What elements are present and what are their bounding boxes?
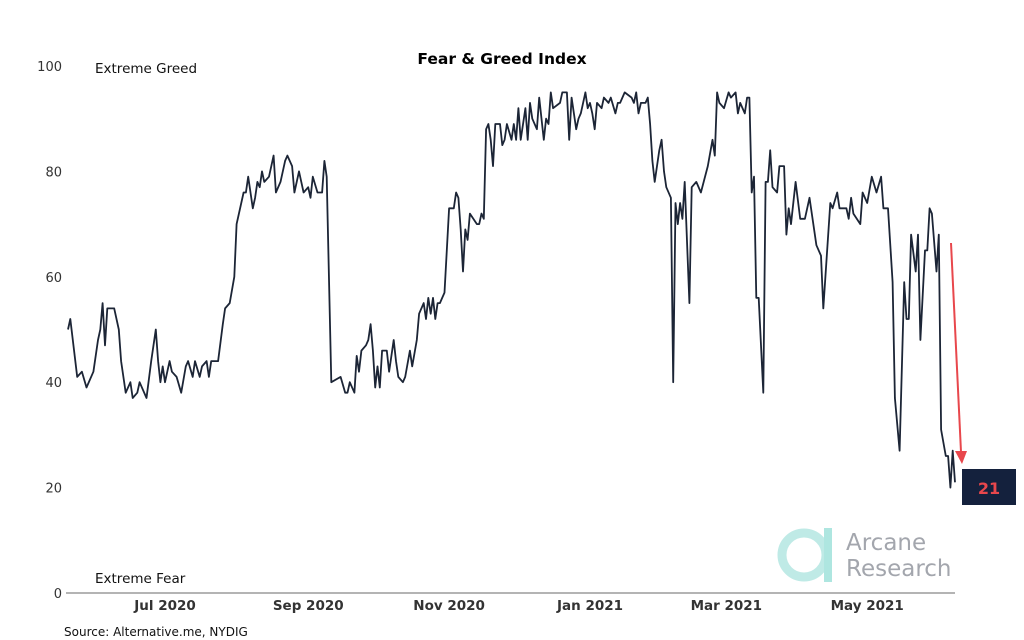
y-tick-label: 40 xyxy=(45,376,62,391)
logo-bar-icon xyxy=(824,528,832,582)
logo-text-research: Research xyxy=(846,556,952,582)
extreme-greed-label: Extreme Greed xyxy=(95,61,197,77)
arcane-research-logo: Arcane Research xyxy=(777,528,952,582)
logo-text-arcane: Arcane xyxy=(846,530,926,556)
x-tick-label: Jul 2020 xyxy=(133,598,196,614)
y-tick-label: 20 xyxy=(45,482,62,497)
x-tick-label: Jan 2021 xyxy=(556,598,623,614)
index-line xyxy=(67,91,956,489)
arrow-head-icon xyxy=(955,451,967,464)
x-tick-label: Sep 2020 xyxy=(273,598,344,614)
x-axis-ticks: Jul 2020 Sep 2020 Nov 2020 Jan 2021 Mar 2021… xyxy=(133,598,904,614)
latest-value-text: 21 xyxy=(978,479,1000,498)
y-tick-label: 100 xyxy=(37,60,62,75)
y-tick-label: 60 xyxy=(45,271,62,286)
y-tick-label: 80 xyxy=(45,165,62,180)
x-tick-label: Mar 2021 xyxy=(691,598,762,614)
chart-title: Fear & Greed Index xyxy=(417,50,586,68)
x-tick-label: May 2021 xyxy=(831,598,904,614)
latest-value-badge xyxy=(962,469,1016,505)
y-tick-label: 0 xyxy=(54,587,62,602)
logo-ring-icon xyxy=(777,528,831,582)
down-arrow xyxy=(950,242,962,453)
y-axis-ticks: 0 20 40 60 80 100 xyxy=(37,60,62,602)
x-tick-label: Nov 2020 xyxy=(413,598,485,614)
extreme-fear-label: Extreme Fear xyxy=(95,571,186,587)
source-note: Source: Alternative.me, NYDIG xyxy=(64,625,248,639)
